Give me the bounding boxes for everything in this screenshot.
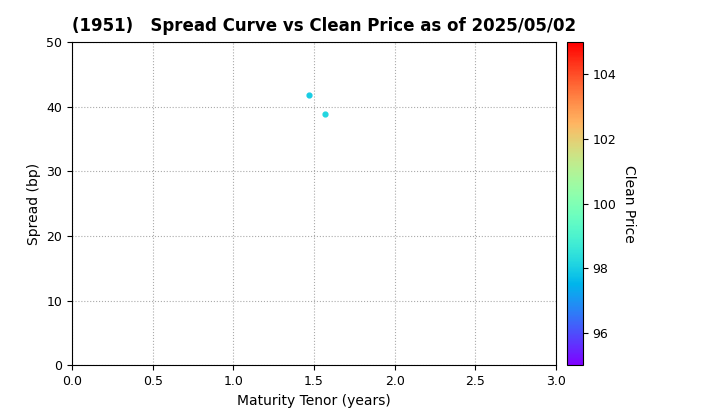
Text: (1951)   Spread Curve vs Clean Price as of 2025/05/02: (1951) Spread Curve vs Clean Price as of… xyxy=(72,17,576,35)
Y-axis label: Clean Price: Clean Price xyxy=(622,165,636,243)
Point xyxy=(304,92,315,98)
Y-axis label: Spread (bp): Spread (bp) xyxy=(27,163,41,245)
Point xyxy=(320,110,331,117)
X-axis label: Maturity Tenor (years): Maturity Tenor (years) xyxy=(237,394,391,408)
